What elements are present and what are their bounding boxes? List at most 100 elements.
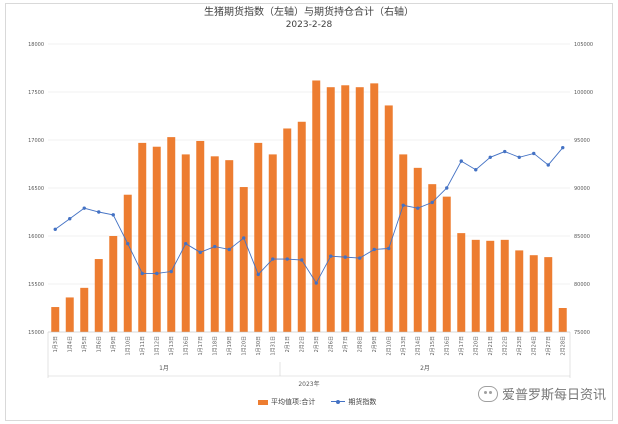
bar [283, 128, 292, 332]
x-tick-label: 1月13日 [169, 336, 175, 356]
line-point [401, 203, 405, 207]
series-line [54, 147, 564, 284]
x-tick-label: 1月12日 [154, 336, 160, 356]
bar [500, 239, 509, 332]
y-right-tick: 90000 [574, 186, 590, 192]
x-tick-label: 1月16日 [183, 336, 189, 356]
bar [399, 154, 408, 332]
chart-frame [5, 3, 613, 421]
line-point [227, 247, 231, 252]
x-tick-label: 2月3日 [314, 336, 320, 352]
bar [51, 307, 60, 332]
line-point [140, 271, 144, 276]
y-right-tick: 100000 [574, 90, 593, 96]
x-tick-label: 2月8日 [357, 336, 363, 352]
bar [210, 156, 219, 332]
x-group-top-label: 2023年 [298, 380, 319, 388]
line-point [169, 269, 173, 274]
x-group-label: 2月 [420, 365, 430, 372]
line-point [314, 281, 318, 285]
line-point [242, 236, 246, 240]
x-tick-label: 1月30日 [256, 336, 262, 356]
x-tick-label: 2月15日 [430, 336, 436, 356]
bar [529, 255, 538, 332]
line-point [561, 145, 565, 150]
x-tick-label: 2月9日 [372, 336, 378, 352]
line-point [285, 257, 289, 261]
legend-swatch-bar [258, 399, 268, 405]
bar [109, 236, 118, 332]
x-tick-label: 2月28日 [560, 336, 566, 356]
bar [268, 154, 277, 332]
legend-swatch-line [331, 399, 346, 405]
bar [384, 105, 393, 332]
x-tick-label: 2月13日 [401, 336, 407, 356]
line-point [503, 149, 507, 154]
legend-label-line: 期货指数 [348, 398, 377, 406]
x-tick-label: 2月20日 [473, 336, 479, 356]
bar [312, 80, 321, 332]
legend-label-bars: 平均值项:合计 [271, 398, 316, 406]
x-tick-label: 2月27日 [546, 336, 552, 356]
y-right-tick: 85000 [574, 234, 590, 240]
x-tick-label: 2月24日 [531, 336, 537, 356]
x-tick-label: 2月22日 [502, 336, 508, 356]
x-tick-label: 2月17日 [459, 336, 465, 356]
chart-subtitle: 2023-2-28 [285, 20, 333, 30]
x-tick-label: 1月4日 [67, 336, 73, 352]
wechat-icon [477, 385, 498, 402]
y-right-tick: 95000 [574, 138, 590, 144]
y-right-tick: 105000 [574, 42, 593, 48]
bar [428, 184, 437, 332]
legend-item-bars: 平均值项:合计 [258, 397, 315, 407]
bar [370, 83, 379, 332]
line-point [387, 246, 391, 251]
y-left-tick: 17000 [28, 138, 44, 144]
line-point [532, 151, 536, 156]
x-tick-label: 2月21日 [488, 336, 494, 356]
line-point [82, 206, 86, 210]
line-point [474, 168, 478, 172]
line-point [256, 272, 260, 277]
line-point [372, 247, 376, 252]
bar [225, 160, 234, 332]
watermark: 爱普罗斯每日资讯 [477, 384, 606, 403]
line-point [343, 255, 347, 259]
x-tick-label: 2月1日 [285, 336, 291, 352]
bar [457, 233, 466, 332]
line-point [198, 250, 202, 255]
line-point [430, 200, 434, 205]
x-group-label: 1月 [159, 365, 169, 372]
bar [254, 142, 263, 332]
line-point [155, 271, 159, 276]
line-point [68, 217, 72, 221]
line-point [517, 155, 521, 159]
x-tick-label: 1月19日 [227, 336, 233, 356]
line-point [213, 244, 217, 249]
x-tick-label: 2月10日 [386, 336, 392, 356]
chart-title: 生猪期货指数（左轴）与期货持仓合计（右轴） [204, 7, 414, 18]
bar [413, 167, 422, 332]
bar [138, 142, 147, 332]
bar [544, 257, 553, 332]
x-tick-label: 1月11日 [140, 336, 146, 356]
line-point [126, 241, 130, 246]
x-tick-label: 2月7日 [343, 336, 349, 352]
y-left-tick: 17500 [28, 90, 44, 96]
x-tick-label: 1月6日 [96, 336, 102, 352]
bar [196, 140, 205, 332]
bar [355, 87, 364, 332]
bar [515, 250, 524, 332]
bar [65, 297, 74, 332]
line-point [488, 155, 492, 159]
bar [471, 239, 480, 332]
legend-item-line: 期货指数 [331, 397, 376, 407]
x-tick-label: 1月20日 [241, 336, 247, 356]
x-tick-label: 1月31日 [270, 336, 276, 356]
bar [80, 287, 89, 332]
bar [239, 187, 248, 332]
line-point [445, 186, 449, 190]
line-point [358, 256, 362, 260]
y-left-tick: 18000 [28, 42, 44, 48]
y-left-tick: 15500 [28, 282, 44, 288]
